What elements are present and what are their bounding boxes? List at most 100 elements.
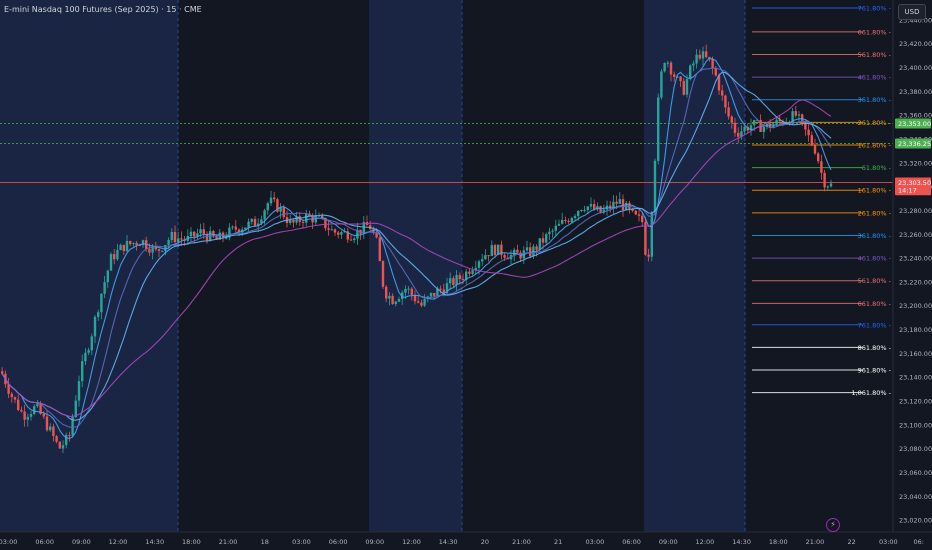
- candle-body: [276, 199, 279, 212]
- candle-body: [39, 403, 42, 414]
- fib-level-label: 661.80% -: [858, 300, 892, 308]
- candle-body: [161, 250, 164, 252]
- candle-body: [84, 352, 87, 362]
- candle-body: [589, 204, 593, 207]
- candle-body: [90, 336, 93, 351]
- candle-body: [356, 229, 359, 239]
- candle-body: [573, 215, 577, 218]
- candle-body: [346, 231, 349, 240]
- price-tick-label: 23,220.00: [899, 278, 932, 286]
- candle-body: [599, 206, 602, 213]
- fib-level-label: 961.80% -: [858, 367, 892, 375]
- candle-body: [609, 205, 612, 209]
- candle-body: [570, 217, 573, 222]
- price-tick-label: 23,180.00: [899, 326, 932, 334]
- candle-body: [58, 441, 61, 449]
- price-badge-label: 14:17: [898, 187, 917, 195]
- candle-body: [65, 434, 68, 446]
- candle-body: [525, 247, 529, 251]
- candle-body: [647, 254, 650, 257]
- candle-body: [817, 153, 820, 162]
- candle-body: [477, 261, 481, 268]
- candle-body: [660, 71, 663, 98]
- candle-body: [442, 289, 445, 294]
- session-band: [0, 0, 178, 532]
- price-tick-label: 23,320.00: [899, 159, 932, 167]
- time-tick-label: 14:30: [439, 538, 458, 546]
- candle-body: [170, 231, 173, 241]
- symbol-title[interactable]: E-mini Nasdaq 100 Futures (Sep 2025) · 1…: [4, 5, 202, 14]
- candle-body: [250, 218, 253, 222]
- price-tick-label: 23,420.00: [899, 40, 932, 48]
- time-tick-label: 03:00: [0, 538, 17, 546]
- candle-body: [666, 62, 669, 64]
- candle-body: [737, 132, 740, 137]
- candle-body: [273, 197, 276, 200]
- candle-body: [653, 160, 657, 213]
- candle-body: [452, 278, 455, 286]
- fib-level-label: 761.80% -: [858, 5, 892, 13]
- candle-body: [282, 207, 285, 218]
- candle-body: [535, 246, 538, 250]
- candle-body: [173, 231, 177, 243]
- fib-level-label: 261.80% -: [858, 119, 892, 127]
- candle-body: [602, 209, 605, 213]
- candle-body: [791, 111, 794, 124]
- candle-body: [279, 207, 282, 212]
- candle-body: [724, 95, 727, 108]
- time-tick-label: 09:00: [72, 538, 91, 546]
- candle-body: [116, 250, 119, 260]
- fib-level-label: 561.80% -: [858, 51, 892, 59]
- fib-level-label: 161.80% -: [858, 187, 892, 195]
- candle-body: [381, 261, 385, 287]
- price-badge: [895, 138, 931, 149]
- time-tick-label: 06:00: [35, 538, 54, 546]
- moving-average-ma1: [1, 57, 832, 439]
- candle-body: [244, 227, 247, 230]
- candle-body: [657, 97, 660, 161]
- time-tick-label: 14:30: [732, 538, 751, 546]
- candle-body: [545, 234, 548, 243]
- candle-body: [68, 434, 71, 436]
- candle-body: [471, 270, 474, 274]
- candle-body: [202, 229, 205, 235]
- price-badge-label: 23,336.25: [898, 140, 931, 148]
- price-badge: [895, 118, 931, 129]
- candle-body: [717, 75, 721, 91]
- price-tick-label: 23,200.00: [899, 302, 932, 310]
- candle-body: [487, 255, 490, 257]
- candle-body: [36, 403, 39, 407]
- candle-body: [148, 248, 151, 253]
- candle-body: [266, 203, 269, 211]
- candle-body: [212, 231, 215, 237]
- candle-body: [829, 183, 833, 187]
- candle-body: [695, 54, 698, 64]
- candle-body: [189, 231, 193, 236]
- candle-body: [500, 244, 503, 256]
- candle-body: [714, 68, 717, 76]
- price-badge: [895, 177, 931, 188]
- price-tick-label: 23,440.00: [899, 16, 932, 24]
- lightning-icon[interactable]: ⚡: [826, 518, 840, 532]
- price-tick-label: 23,120.00: [899, 398, 932, 406]
- time-tick-label: 21: [554, 538, 562, 546]
- currency-button[interactable]: USD: [898, 4, 926, 20]
- candle-body: [669, 62, 673, 75]
- candle-body: [631, 208, 634, 211]
- time-tick-label: 21:00: [219, 538, 238, 546]
- candle-body: [305, 213, 308, 223]
- candle-body: [77, 381, 81, 401]
- moving-average-ma3: [1, 71, 832, 421]
- candle-body: [20, 410, 23, 412]
- candle-body: [327, 228, 330, 230]
- candle-body: [826, 186, 829, 188]
- candle-body: [125, 240, 129, 251]
- candle-body: [772, 124, 775, 129]
- candle-body: [740, 131, 743, 137]
- candle-body: [253, 218, 257, 227]
- candle-body: [71, 417, 74, 436]
- time-tick-label: 06:00: [329, 538, 348, 546]
- time-tick-label: 21:00: [806, 538, 825, 546]
